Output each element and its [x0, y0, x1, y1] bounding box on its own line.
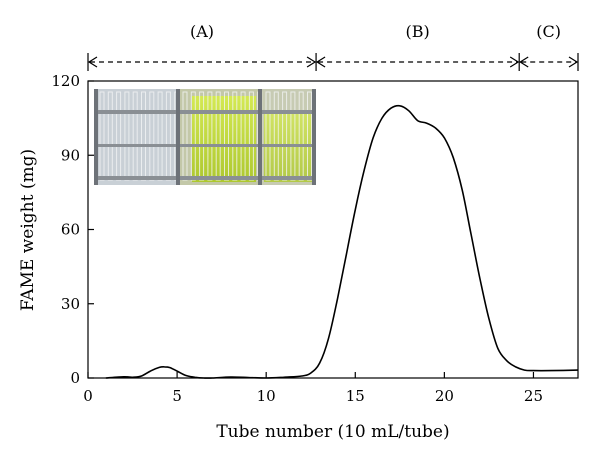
region-arrow-left: [315, 56, 326, 68]
x-tick-label-10: 10: [257, 387, 276, 405]
y-tick-label-120: 120: [51, 72, 80, 90]
region-arrow-right: [568, 56, 579, 68]
y-axis-title: FAME weight (mg): [18, 149, 38, 311]
y-axis: 0 30 60 90 120: [51, 72, 94, 387]
inset-photo: [94, 89, 316, 185]
x-tick-label-5: 5: [172, 387, 182, 405]
region-arrow-right: [306, 56, 317, 68]
region-label: (C): [536, 22, 561, 41]
y-tick-label-60: 60: [61, 221, 80, 239]
y-tick-label-0: 0: [70, 369, 80, 387]
region-arrow-left: [519, 56, 529, 68]
fame-weight-curve: [105, 104, 579, 379]
x-tick-label-25: 25: [524, 387, 543, 405]
x-tick-label-15: 15: [346, 387, 365, 405]
x-axis: 0 5 10 15 20 25: [83, 372, 543, 405]
region-markers: (A) (B) (C): [87, 22, 579, 71]
x-tick-label-20: 20: [435, 387, 454, 405]
region-arrow-left: [87, 56, 98, 68]
x-axis-title: Tube number (10 mL/tube): [216, 422, 449, 442]
region-label: (B): [406, 22, 430, 41]
region-label: (A): [190, 22, 214, 41]
y-tick-label-30: 30: [61, 295, 80, 313]
region-arrow-right: [509, 56, 520, 68]
y-tick-label-90: 90: [61, 146, 80, 164]
x-tick-label-0: 0: [83, 387, 93, 405]
